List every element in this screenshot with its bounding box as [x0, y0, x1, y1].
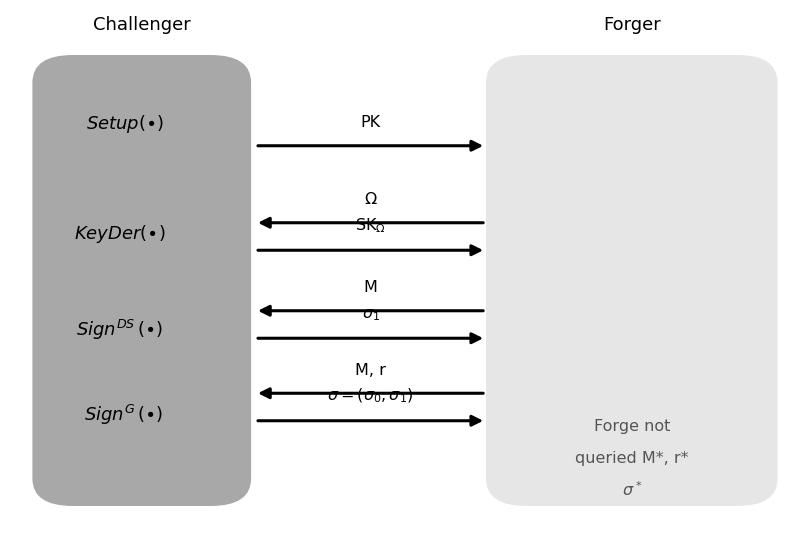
Text: $\sigma =(\sigma_0,\sigma_1)$: $\sigma =(\sigma_0,\sigma_1)$ — [327, 387, 414, 405]
Text: $\mathit{Sign}^{G}\,(\bullet)$: $\mathit{Sign}^{G}\,(\bullet)$ — [83, 403, 163, 427]
Text: $\mathit{Setup}(\bullet)$: $\mathit{Setup}(\bullet)$ — [87, 113, 164, 135]
Text: $\sigma^*$: $\sigma^*$ — [621, 481, 642, 499]
Text: $\mathrm{SK}_{\Omega}$: $\mathrm{SK}_{\Omega}$ — [355, 216, 386, 235]
Text: queried M*, r*: queried M*, r* — [575, 450, 688, 466]
Text: PK: PK — [360, 116, 381, 130]
Text: $\sigma_1$: $\sigma_1$ — [361, 307, 380, 323]
Text: $\mathit{KeyDer}(\bullet)$: $\mathit{KeyDer}(\bullet)$ — [74, 223, 166, 245]
FancyBboxPatch shape — [32, 55, 251, 506]
FancyBboxPatch shape — [486, 55, 778, 506]
Text: M, r: M, r — [355, 363, 386, 378]
Text: M: M — [364, 280, 377, 295]
Text: $\Omega$: $\Omega$ — [364, 191, 377, 207]
Text: $\mathit{Sign}^{DS}\,(\bullet)$: $\mathit{Sign}^{DS}\,(\bullet)$ — [76, 318, 164, 342]
Text: Challenger: Challenger — [93, 16, 190, 34]
Text: Forger: Forger — [603, 16, 661, 34]
Text: Forge not: Forge not — [594, 419, 670, 434]
